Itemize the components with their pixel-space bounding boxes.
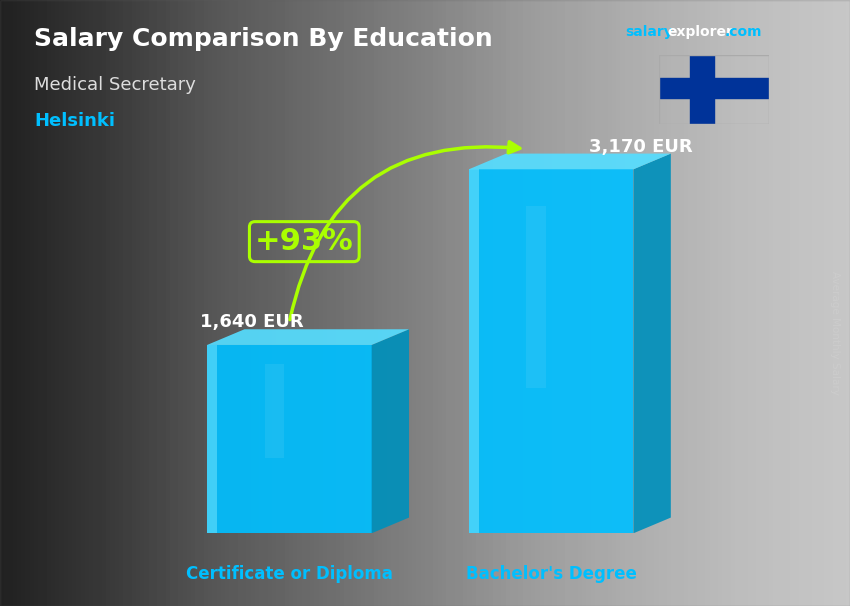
Text: .com: .com <box>725 25 762 39</box>
Text: 1,640 EUR: 1,640 EUR <box>200 313 303 331</box>
Polygon shape <box>264 364 285 458</box>
Text: Medical Secretary: Medical Secretary <box>34 76 196 94</box>
Polygon shape <box>469 153 671 169</box>
Text: Certificate or Diploma: Certificate or Diploma <box>186 565 393 584</box>
Polygon shape <box>469 169 633 533</box>
Text: +93%: +93% <box>255 227 354 256</box>
Polygon shape <box>633 153 671 533</box>
Polygon shape <box>207 329 409 345</box>
Polygon shape <box>526 205 547 388</box>
Text: explorer: explorer <box>667 25 733 39</box>
Text: Bachelor's Degree: Bachelor's Degree <box>466 565 637 584</box>
Polygon shape <box>469 169 479 533</box>
Text: Average Monthly Salary: Average Monthly Salary <box>830 271 840 395</box>
Bar <box>689 55 714 124</box>
Bar <box>659 78 769 98</box>
Text: Helsinki: Helsinki <box>34 112 115 130</box>
Polygon shape <box>207 345 217 533</box>
Text: 3,170 EUR: 3,170 EUR <box>588 138 692 156</box>
Text: salary: salary <box>625 25 672 39</box>
FancyArrowPatch shape <box>290 142 520 319</box>
Text: Salary Comparison By Education: Salary Comparison By Education <box>34 27 493 52</box>
Polygon shape <box>371 329 409 533</box>
Polygon shape <box>207 345 371 533</box>
